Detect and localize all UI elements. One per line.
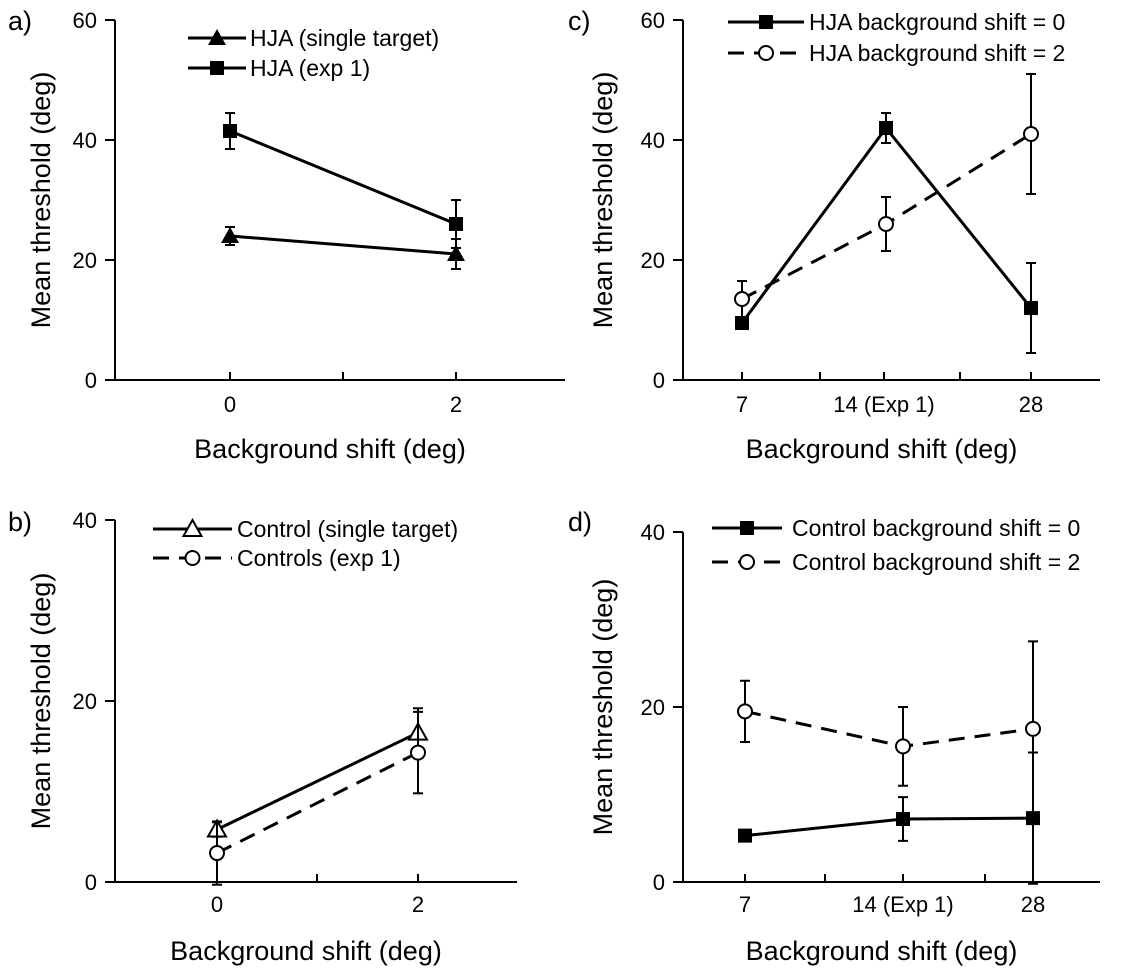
legend-label: HJA background shift = 2: [809, 40, 1065, 66]
y-tick-label: 40: [73, 508, 97, 533]
data-point: [879, 121, 893, 135]
y-tick-label: 20: [641, 695, 665, 720]
data-point: [221, 227, 239, 243]
series-0: [221, 226, 465, 270]
y-axis-title: Mean threshold (deg): [588, 72, 618, 329]
data-point: [896, 812, 910, 826]
panel-a: 0 20 40 60 0 2 Background shift (deg) Mean thre…: [8, 6, 565, 464]
legend-entry: HJA background shift = 2: [728, 40, 1065, 66]
series-1: [734, 73, 1039, 318]
y-tick-label: 40: [73, 128, 97, 153]
series-line: [229, 129, 457, 226]
legend-label: Control background shift = 2: [792, 549, 1080, 575]
data-point: [735, 316, 749, 330]
legend-marker: [210, 61, 224, 75]
data-point: [447, 245, 465, 261]
x-axis-title: Background shift (deg): [746, 434, 1018, 464]
legend-entry: Control background shift = 0: [712, 515, 1080, 541]
data-point: [895, 738, 911, 755]
legend-entry: Control background shift = 2: [712, 549, 1080, 575]
legend-entry: Control (single target): [153, 516, 458, 542]
legend-marker: [208, 29, 226, 45]
panel-label: c): [568, 6, 591, 36]
series-0: [738, 751, 1040, 885]
data-point: [738, 828, 752, 843]
legend-label: HJA (single target): [250, 25, 439, 51]
legend-entry: HJA (exp 1): [188, 55, 370, 81]
legend-label: Control background shift = 0: [792, 515, 1080, 541]
legend-marker: [181, 517, 204, 537]
x-tick-label: 2: [450, 392, 462, 417]
x-tick-label: 7: [736, 392, 748, 417]
series-1: [209, 710, 426, 886]
legend-entry: HJA background shift = 0: [728, 9, 1065, 35]
y-tick-label: 0: [85, 368, 97, 393]
series-1: [223, 112, 463, 249]
series-line: [744, 816, 1034, 838]
data-point: [449, 217, 463, 231]
x-axis-title: Background shift (deg): [194, 434, 466, 464]
data-point: [209, 845, 225, 862]
series-line: [744, 709, 1034, 748]
y-tick-label: 20: [73, 248, 97, 273]
y-tick-label: 40: [641, 520, 665, 545]
y-tick-label: 60: [73, 8, 97, 33]
x-tick-label: 14 (Exp 1): [852, 892, 954, 917]
series-line: [216, 731, 419, 831]
y-tick-label: 40: [641, 128, 665, 153]
data-point: [410, 744, 426, 761]
legend-label: HJA (exp 1): [250, 55, 370, 81]
data-point: [878, 216, 894, 232]
y-tick-label: 20: [73, 689, 97, 714]
x-tick-label: 28: [1021, 892, 1045, 917]
y-tick-label: 0: [85, 870, 97, 895]
series-0: [206, 707, 429, 838]
panel-b: 0 20 40 0 2 Background shift (deg) Mean thresh…: [8, 507, 517, 966]
data-point: [1024, 301, 1038, 315]
legend-marker: [759, 15, 773, 29]
y-tick-label: 60: [641, 8, 665, 33]
legend-marker: [739, 554, 755, 570]
legend-entry: Controls (exp 1): [153, 545, 401, 571]
y-tick-label: 0: [653, 368, 665, 393]
legend-marker: [184, 550, 201, 566]
legend-marker: [758, 45, 774, 61]
x-tick-label: 2: [412, 892, 424, 917]
x-axis-title: Background shift (deg): [170, 936, 442, 966]
series-0: [735, 112, 1038, 354]
legend-label: HJA background shift = 0: [809, 9, 1065, 35]
data-point: [1026, 811, 1040, 826]
y-axis-title: Mean threshold (deg): [26, 72, 56, 329]
series-line: [229, 234, 457, 256]
data-point: [734, 291, 750, 307]
panel-label: b): [8, 507, 32, 537]
panel-label: d): [568, 507, 592, 537]
legend-label: Control (single target): [237, 516, 458, 542]
data-point: [223, 124, 237, 138]
series-1: [737, 640, 1041, 818]
x-tick-label: 14 (Exp 1): [833, 392, 935, 417]
x-axis-title: Background shift (deg): [746, 936, 1018, 966]
data-point: [737, 703, 753, 720]
series-line: [216, 751, 419, 855]
data-point: [1023, 126, 1039, 142]
y-tick-label: 0: [653, 870, 665, 895]
y-axis-title: Mean threshold (deg): [588, 579, 618, 836]
data-point: [1025, 720, 1041, 737]
legend-marker: [740, 521, 754, 535]
x-tick-label: 28: [1019, 392, 1043, 417]
x-tick-label: 7: [739, 892, 751, 917]
x-tick-label: 0: [224, 392, 236, 417]
panel-label: a): [8, 6, 32, 36]
y-axis-title: Mean threshold (deg): [26, 573, 56, 830]
x-tick-label: 0: [211, 892, 223, 917]
y-tick-label: 20: [641, 248, 665, 273]
legend-entry: HJA (single target): [188, 25, 439, 51]
legend-label: Controls (exp 1): [237, 545, 401, 571]
